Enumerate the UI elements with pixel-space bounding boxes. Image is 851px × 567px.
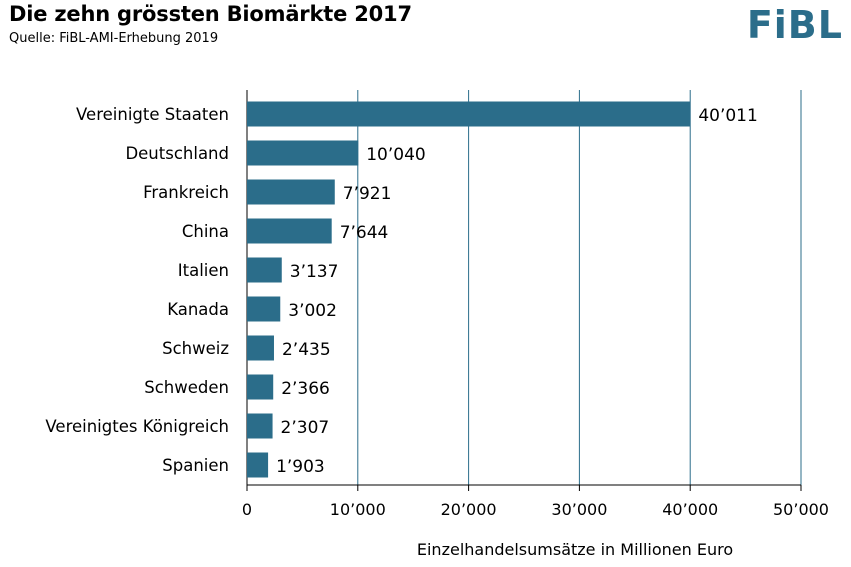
category-label: Frankreich: [143, 183, 229, 202]
value-label: 40’011: [698, 106, 757, 126]
category-label: Kanada: [167, 300, 229, 319]
category-label: Schweiz: [162, 339, 229, 358]
bar: [247, 179, 335, 205]
value-label: 2’435: [282, 340, 331, 360]
bar: [247, 101, 691, 127]
x-tick-label: 30’000: [551, 500, 607, 519]
x-axis-title: Einzelhandelsumsätze in Millionen Euro: [417, 540, 733, 559]
value-label: 7’921: [343, 184, 392, 204]
x-tick-label: 20’000: [441, 500, 497, 519]
bar: [247, 296, 281, 322]
bar: [247, 257, 282, 283]
bars: [247, 101, 691, 478]
category-label: Spanien: [162, 456, 229, 475]
value-label: 10’040: [366, 145, 425, 165]
value-label: 1’903: [276, 457, 325, 477]
value-label: 2’366: [281, 379, 330, 399]
chart-title: Die zehn grössten Biomärkte 2017: [9, 2, 412, 26]
category-label: Deutschland: [125, 144, 229, 163]
category-label: Schweden: [144, 378, 229, 397]
bar: [247, 413, 273, 439]
category-label: Vereinigtes Königreich: [45, 417, 229, 436]
bar: [247, 218, 332, 244]
x-tick-label: 40’000: [662, 500, 718, 519]
x-tick-label: 0: [242, 500, 252, 519]
x-tick-labels: 0 10’000 20’000 30’000 40’000 50’000: [242, 500, 829, 519]
x-tick-label: 50’000: [773, 500, 829, 519]
fibl-logo: FiBL: [746, 3, 843, 47]
category-labels: Vereinigte Staaten Deutschland Frankreich C…: [45, 105, 229, 475]
value-label: 3’137: [290, 262, 339, 282]
value-label: 2’307: [281, 418, 330, 438]
category-label: China: [182, 222, 229, 241]
bar: [247, 374, 274, 400]
x-tick-label: 10’000: [330, 500, 386, 519]
bar: [247, 452, 269, 478]
value-label: 7’644: [340, 223, 389, 243]
category-label: Vereinigte Staaten: [76, 105, 229, 124]
bar: [247, 335, 274, 361]
bar: [247, 140, 359, 166]
category-label: Italien: [178, 261, 229, 280]
chart-source: Quelle: FiBL-AMI-Erhebung 2019: [9, 31, 219, 46]
value-label: 3’002: [288, 301, 337, 321]
